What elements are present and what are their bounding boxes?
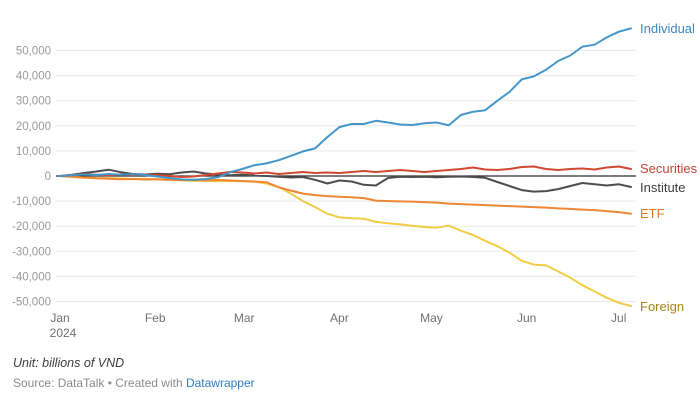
chart-footer: Unit: billions of VND Source: DataTalk •… (13, 356, 683, 390)
x-axis-tick-label: May (420, 311, 443, 325)
y-axis-tick-label: 10,000 (16, 146, 51, 158)
x-axis-year-label: 2024 (50, 326, 77, 340)
x-axis-tick-label: Jun (517, 311, 536, 325)
series-label-etf: ETF (640, 206, 665, 221)
series-line-etf (59, 175, 632, 215)
series-line-individual (59, 27, 632, 181)
x-axis-tick-label: Jul (611, 311, 626, 325)
y-axis-tick-label: 0 (45, 171, 51, 183)
datawrapper-link[interactable]: Datawrapper (185, 376, 255, 390)
y-axis-tick-label: 30,000 (16, 96, 51, 108)
y-axis-tick-label: -20,000 (12, 221, 51, 233)
series-line-foreign (59, 175, 632, 307)
series-label-foreign: Foreign (640, 299, 685, 314)
series-label-securities: Securities (640, 161, 698, 176)
y-axis-tick-label: -10,000 (12, 196, 51, 208)
y-axis-tick-label: 40,000 (16, 71, 51, 83)
unit-note: Unit: billions of VND (13, 356, 125, 370)
y-axis-tick-label: 20,000 (16, 121, 51, 133)
plot-area: 50,000 40,000 30,000 20,000 10,000 0 -10,000 -2… (12, 21, 698, 340)
x-axis-tick-label: Feb (145, 311, 166, 325)
series-line-securities (59, 165, 632, 178)
y-axis-tick-label: -50,000 (12, 297, 51, 309)
x-axis-tick-label: Apr (330, 311, 349, 325)
source-text: Source: DataTalk • Created with (13, 376, 186, 390)
y-axis-tick-label: 50,000 (16, 46, 51, 58)
series-label-institute: Institute (640, 180, 686, 195)
source-line: Source: DataTalk • Created with Datawrap… (13, 376, 683, 390)
chart-canvas: 50,000 40,000 30,000 20,000 10,000 0 -10,000 -2… (12, 27, 636, 340)
series-line-institute (59, 168, 632, 193)
y-axis-tick-label: -30,000 (12, 246, 51, 258)
series-label-individual: Individual (640, 21, 695, 36)
x-axis-tick-label: Mar (234, 311, 255, 325)
y-axis-tick-label: -40,000 (12, 271, 51, 283)
x-axis-tick-label: Jan (50, 311, 69, 325)
